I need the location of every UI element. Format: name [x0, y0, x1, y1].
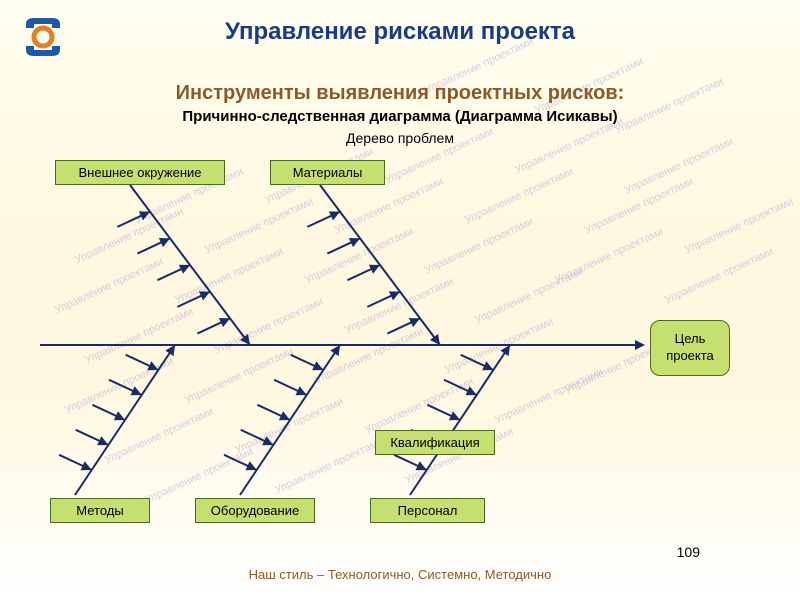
- category-box-mid: Квалификация: [375, 430, 495, 455]
- footer-text: Наш стиль – Технологично, Системно, Мето…: [0, 567, 800, 582]
- category-box-top2: Материалы: [270, 160, 385, 185]
- category-box-bot2: Оборудование: [195, 498, 315, 523]
- category-box-bot1: Методы: [50, 498, 150, 523]
- category-box-bot3: Персонал: [370, 498, 485, 523]
- page-number: 109: [677, 544, 700, 560]
- category-box-top1: Внешнее окружение: [55, 160, 225, 185]
- category-box-goal: Цельпроекта: [650, 320, 730, 376]
